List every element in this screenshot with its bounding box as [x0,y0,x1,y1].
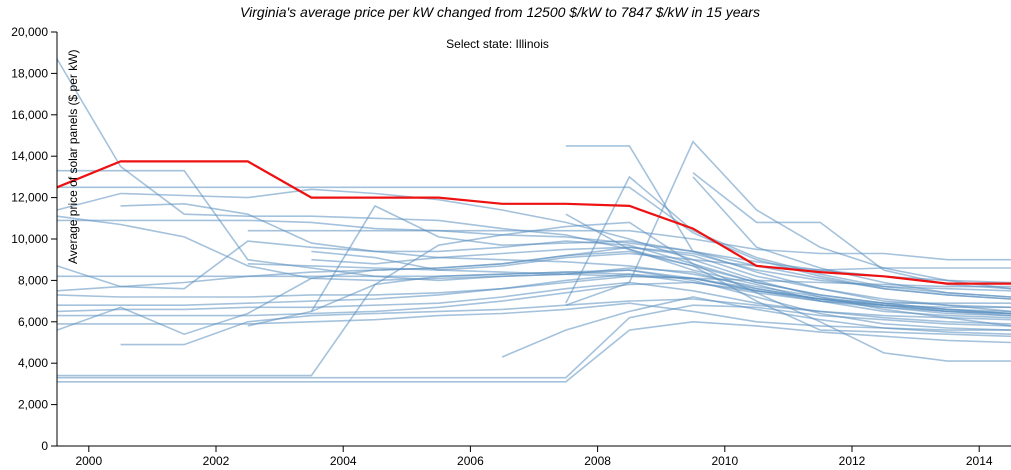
state-line-23[interactable] [247,229,1011,261]
x-tick: 2008 [584,446,611,468]
highlighted-state-line-group [56,160,1011,285]
y-tick-label: 12,000 [11,191,48,205]
y-axis-label: Average price of solar panels ($ per kW) [66,49,80,264]
y-tick: 0 [41,439,57,453]
state-line-32[interactable] [311,246,1011,313]
state-line-30[interactable] [565,213,1011,338]
y-tick: 12,000 [11,191,57,205]
state-line-26[interactable] [247,263,1011,288]
x-tick: 2000 [75,446,102,468]
x-tick-label: 2004 [330,454,357,468]
state-line-21[interactable] [501,296,1011,358]
state-line-27[interactable] [56,281,1011,325]
x-tick: 2014 [966,446,993,468]
state-line-12[interactable] [57,304,1011,379]
x-tick-label: 2014 [966,454,993,468]
y-tick: 16,000 [11,108,57,122]
x-tick-label: 2006 [457,454,484,468]
state-lines [56,58,1011,383]
state-line-13[interactable] [57,320,1011,383]
y-axis: 0 2,000 4,000 6,000 8,000 10,000 12,000 14,000 1… [11,25,58,453]
state-line-5[interactable] [57,186,1011,300]
state-line-10[interactable] [57,281,1011,317]
chart-title: Virginia's average price per kW changed … [240,4,760,20]
x-tick: 2002 [203,446,230,468]
state-line-28[interactable] [57,302,1011,331]
y-tick-label: 4,000 [18,356,48,370]
y-tick-label: 10,000 [11,232,48,246]
state-line-20[interactable] [310,204,1011,312]
y-tick: 10,000 [11,232,57,246]
y-tick-label: 6,000 [18,315,48,329]
x-tick-label: 2000 [75,454,102,468]
x-tick-label: 2008 [584,454,611,468]
y-tick-label: 8,000 [18,273,48,287]
state-line-29[interactable] [247,221,1011,362]
x-tick: 2006 [457,446,484,468]
x-tick: 2004 [330,446,357,468]
state-line-17[interactable] [565,140,1011,306]
y-tick: 20,000 [11,25,57,39]
y-tick: 18,000 [11,66,57,80]
x-tick: 2010 [711,446,738,468]
y-tick: 6,000 [18,315,57,329]
state-line-31[interactable] [57,273,1011,306]
y-tick: 14,000 [11,149,57,163]
y-tick-label: 0 [41,439,48,453]
y-tick: 8,000 [18,273,57,287]
y-tick-label: 2,000 [18,398,48,412]
y-tick: 4,000 [18,356,57,370]
y-tick-label: 14,000 [11,149,48,163]
state-selector-label[interactable]: Select state: Illinois [446,37,549,51]
y-tick-label: 18,000 [11,66,48,80]
y-tick-label: 16,000 [11,108,48,122]
state-line-33[interactable] [57,271,1011,309]
x-tick-label: 2002 [203,454,230,468]
x-tick: 2012 [839,446,866,468]
highlighted-state-line[interactable] [56,160,1011,285]
y-tick: 2,000 [18,398,57,412]
x-axis: 2000 2002 2004 2006 2008 2010 2012 2014 [57,445,1011,468]
y-tick-label: 20,000 [11,25,48,39]
x-tick-label: 2010 [711,454,738,468]
state-line-18[interactable] [692,172,1011,290]
x-tick-label: 2012 [839,454,866,468]
